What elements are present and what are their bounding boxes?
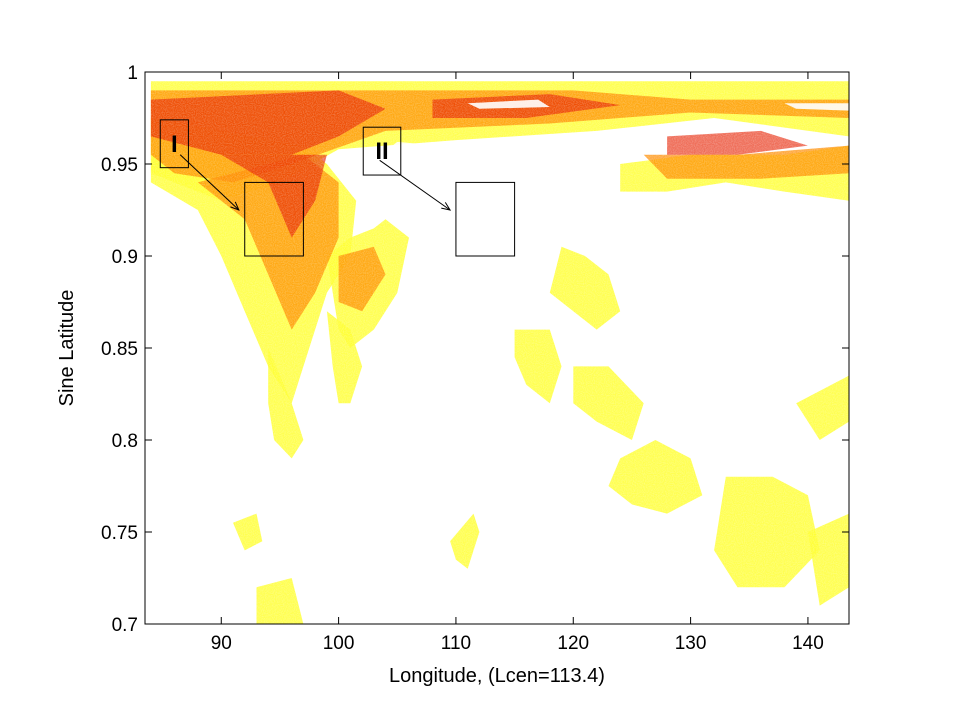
arrow-line	[379, 159, 451, 211]
y-axis: 0.7 0.75 0.8 0.85 0.9 0.95 1	[101, 63, 849, 636]
annotations: I II	[159, 119, 516, 257]
y-axis-label: Sine Latitude	[56, 290, 78, 407]
y-tick-label: 0.75	[101, 523, 138, 544]
region-label: II	[375, 138, 388, 165]
y-tick-label: 0.8	[112, 431, 138, 452]
region-box	[159, 119, 189, 169]
y-tick-label: 1	[127, 63, 138, 84]
x-axis-label: Longitude, (Lcen=113.4)	[389, 665, 605, 687]
x-tick-label: 140	[792, 633, 824, 654]
x-tick-label: 100	[323, 633, 355, 654]
x-tick-label: 120	[557, 633, 589, 654]
zoom-box	[244, 181, 304, 257]
region-box	[362, 126, 402, 176]
arrow-line	[179, 154, 240, 211]
zoom-box	[455, 181, 516, 257]
x-axis: 90 100 110 120 130 140	[211, 72, 824, 654]
y-tick-label: 0.95	[101, 155, 138, 176]
speckle-overlay	[145, 72, 849, 624]
y-tick-label: 0.7	[112, 615, 138, 636]
arrow-head	[230, 201, 240, 211]
y-tick-label: 0.9	[112, 247, 138, 268]
x-tick-label: 130	[675, 633, 707, 654]
x-tick-label: 90	[211, 633, 232, 654]
region-label: I	[171, 131, 178, 158]
x-tick-label: 110	[441, 633, 471, 654]
arrow-head	[441, 202, 452, 211]
y-tick-label: 0.85	[101, 339, 138, 360]
